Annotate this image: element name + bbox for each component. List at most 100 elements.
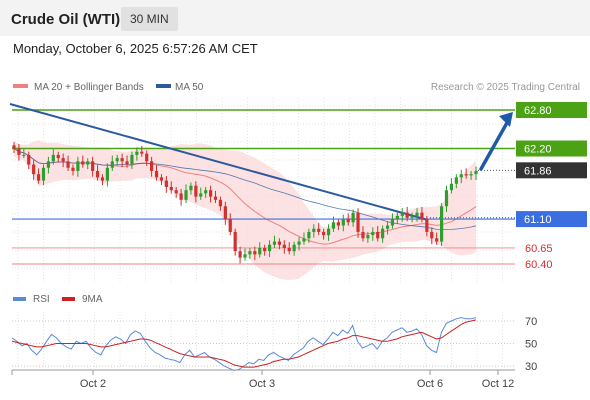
candle-body — [125, 161, 129, 165]
x-tick-label: Oct 2 — [80, 378, 106, 390]
timeframe-badge[interactable]: 30 MIN — [121, 7, 178, 31]
candle-body — [223, 206, 227, 220]
candle-body — [366, 235, 370, 239]
candle-body — [22, 154, 26, 156]
candle-body — [32, 164, 36, 175]
candle-body — [341, 219, 345, 226]
ma50-legend-label: MA 50 — [175, 82, 204, 93]
candle-body — [425, 219, 429, 232]
candle-body — [267, 244, 272, 252]
candle-body — [435, 238, 439, 242]
resistance-level-label: 62.80 — [524, 105, 552, 117]
rsi-legend-swatch — [13, 297, 26, 301]
candle-body — [184, 190, 188, 200]
rsi-level-label: 70 — [525, 316, 537, 328]
candle-body — [81, 161, 85, 165]
candle-body — [336, 222, 340, 226]
candle-body — [474, 170, 478, 175]
candle-body — [76, 161, 80, 171]
ma20-legend-swatch — [13, 84, 28, 88]
x-tick-label: Oct 12 — [482, 378, 514, 390]
rsi-ma-line — [11, 319, 477, 368]
candle-body — [282, 244, 286, 248]
candle-body — [213, 196, 218, 200]
x-tick-label: Oct 6 — [417, 378, 443, 390]
candle-body — [204, 190, 208, 194]
candle-body — [356, 212, 360, 232]
candle-body — [51, 154, 55, 162]
candle-body — [12, 145, 16, 149]
rsi-level-label: 30 — [525, 361, 537, 373]
candle-body — [243, 254, 247, 258]
candle-body — [56, 154, 60, 159]
trendline — [9, 103, 429, 221]
ma50-line — [13, 148, 477, 231]
candle-body — [174, 190, 178, 194]
rsi-line — [11, 317, 477, 372]
candle-body — [381, 228, 385, 239]
candle-body — [405, 212, 409, 218]
candles — [12, 142, 478, 264]
candle-body — [46, 161, 51, 168]
candle-body — [91, 161, 95, 171]
candle-body — [376, 231, 380, 239]
rsi-legend-label: RSI — [33, 294, 50, 305]
price-panel: 62.80 62.20 61.86 61.10 60.65 60.40 — [9, 98, 587, 282]
candle-body — [258, 247, 262, 255]
candle-body — [272, 241, 277, 245]
ma50-legend-swatch — [156, 84, 171, 88]
candle-body — [150, 161, 154, 171]
candle-body — [41, 167, 46, 181]
candle-body — [86, 161, 90, 165]
candle-body — [71, 167, 75, 171]
candle-body — [105, 167, 109, 181]
candle-body — [145, 153, 149, 162]
candle-body — [439, 206, 444, 242]
candle-body — [444, 190, 449, 207]
candle-body — [297, 241, 301, 245]
resistance-level-tag — [516, 140, 587, 157]
candle-body — [326, 228, 331, 236]
candle-body — [248, 251, 252, 255]
rsi-ma-legend-label: 9MA — [82, 294, 103, 305]
candle-body — [228, 219, 232, 232]
candle-body — [194, 185, 198, 197]
candle-body — [385, 225, 390, 229]
candle-body — [449, 183, 454, 191]
pivot-level-label: 60.65 — [525, 243, 553, 255]
candle-body — [154, 170, 159, 178]
candle-body — [390, 219, 395, 226]
pivot-level-label: 60.40 — [525, 259, 553, 271]
candle-body — [208, 190, 213, 197]
candle-body — [415, 212, 419, 216]
candle-body — [420, 212, 424, 220]
candle-body — [253, 251, 257, 255]
current-level-label: 61.86 — [524, 165, 552, 177]
header-bar: Crude Oil (WTI) 30 MIN — [0, 0, 590, 36]
candle-body — [159, 177, 164, 181]
candle-body — [464, 174, 468, 176]
candle-body — [430, 231, 434, 239]
candle-body — [17, 148, 21, 155]
candle-body — [459, 174, 463, 178]
target-arrow-shaft — [479, 119, 510, 171]
candle-body — [307, 231, 311, 239]
support-level-label: 61.10 — [524, 214, 552, 226]
candle-body — [287, 247, 291, 252]
candle-body — [27, 154, 31, 165]
time-axis: Oct 2 Oct 3 Oct 6 Oct 12 — [11, 369, 515, 390]
candle-body — [169, 187, 173, 191]
ma20-legend-label: MA 20 + Bollinger Bands — [34, 82, 144, 93]
timestamp: Monday, October 6, 2025 6:57:26 AM CET — [13, 41, 258, 56]
rsi-level-label: 50 — [525, 339, 537, 351]
candle-body — [140, 151, 144, 154]
candle-body — [135, 151, 139, 155]
candle-body — [263, 247, 267, 252]
candle-body — [361, 231, 365, 239]
candle-body — [61, 158, 65, 162]
rsi-ma-legend-swatch — [62, 297, 75, 301]
candle-body — [238, 251, 242, 258]
bollinger-band — [14, 140, 476, 280]
candle-body — [277, 241, 282, 245]
support-level-tag — [516, 211, 587, 228]
